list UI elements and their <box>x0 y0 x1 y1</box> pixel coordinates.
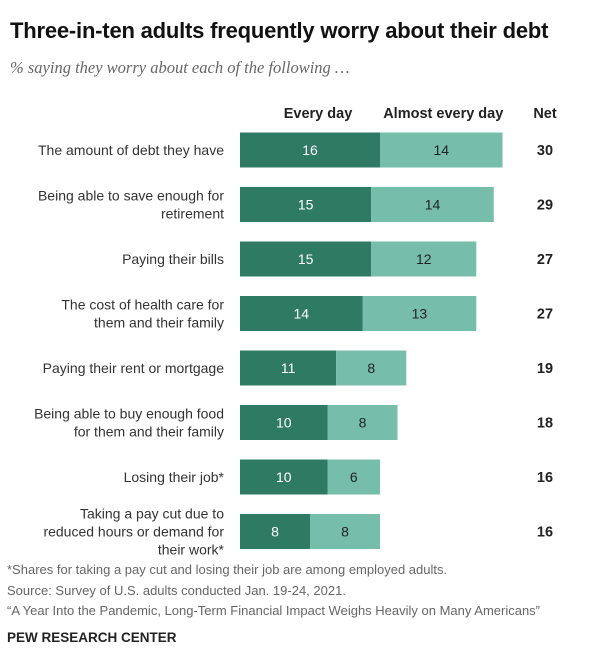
bar-every-day <box>240 459 328 495</box>
legend-net: Net <box>533 106 557 122</box>
net-value: 18 <box>537 416 553 432</box>
value-label-every-day: 11 <box>281 360 296 376</box>
category-label: reduced hours or demand for <box>43 524 224 540</box>
value-label-almost-every-day: 12 <box>416 251 432 267</box>
pew-logo-text: PEW RESEARCH CENTER <box>7 630 177 645</box>
category-label: retirement <box>161 206 224 222</box>
value-label-almost-every-day: 8 <box>341 524 349 540</box>
bar-almost-every-day <box>371 187 494 222</box>
report-title: “A Year Into the Pandemic, Long-Term Fin… <box>7 603 541 618</box>
net-value: 27 <box>537 307 553 323</box>
value-label-every-day: 10 <box>276 415 292 431</box>
value-label-almost-every-day: 8 <box>359 415 367 431</box>
category-label: The cost of health care for <box>61 297 224 313</box>
category-label: Taking a pay cut due to <box>80 506 224 522</box>
bar-every-day <box>240 187 372 222</box>
category-label: for them and their family <box>74 424 224 440</box>
footnote: *Shares for taking a pay cut and losing … <box>7 562 448 577</box>
bar-almost-every-day <box>380 132 503 168</box>
chart-subtitle: % saying they worry about each of the fo… <box>10 58 350 77</box>
category-label: The amount of debt they have <box>38 142 224 158</box>
value-label-every-day: 8 <box>271 524 279 540</box>
bar-every-day <box>240 350 337 386</box>
category-label: Paying their rent or mortgage <box>43 360 225 376</box>
bar-almost-every-day <box>371 241 477 277</box>
category-label: Losing their job* <box>124 469 225 485</box>
bar-almost-every-day <box>327 405 398 440</box>
category-label: their work* <box>158 542 225 556</box>
source-note: Source: Survey of U.S. adults conducted … <box>7 583 346 598</box>
net-value: 27 <box>537 252 553 268</box>
net-value: 16 <box>537 525 553 541</box>
bar-every-day <box>240 241 372 277</box>
value-label-every-day: 16 <box>302 142 318 158</box>
value-label-every-day: 15 <box>298 251 314 267</box>
category-label: Being able to buy enough food <box>34 406 224 422</box>
value-label-almost-every-day: 13 <box>412 306 428 322</box>
value-label-almost-every-day: 14 <box>433 142 449 158</box>
net-value: 16 <box>537 470 553 486</box>
legend-every-day: Every day <box>284 106 353 122</box>
net-value: 29 <box>537 198 553 214</box>
stacked-bar-chart: Every day Almost every day Net The amount o… <box>34 106 557 556</box>
bar-every-day <box>240 132 380 168</box>
bar-every-day <box>240 296 363 331</box>
bar-almost-every-day <box>310 514 380 549</box>
net-value: 19 <box>537 361 553 377</box>
bar-almost-every-day <box>327 459 380 495</box>
chart-title: Three-in-ten adults frequently worry abo… <box>10 18 549 43</box>
value-label-every-day: 10 <box>276 469 292 485</box>
value-label-every-day: 14 <box>293 306 309 322</box>
value-label-almost-every-day: 14 <box>425 197 441 213</box>
value-label-almost-every-day: 8 <box>367 360 375 376</box>
bar-every-day <box>240 405 328 440</box>
legend-almost-every-day: Almost every day <box>383 106 503 122</box>
category-label: Being able to save enough for <box>38 188 224 204</box>
bar-every-day <box>240 514 310 549</box>
bar-almost-every-day <box>362 296 477 331</box>
category-label: them and their family <box>94 315 224 331</box>
category-label: Paying their bills <box>122 251 224 267</box>
bar-almost-every-day <box>336 350 407 386</box>
value-label-almost-every-day: 6 <box>350 469 358 485</box>
value-label-every-day: 15 <box>298 197 314 213</box>
net-value: 30 <box>537 143 553 159</box>
